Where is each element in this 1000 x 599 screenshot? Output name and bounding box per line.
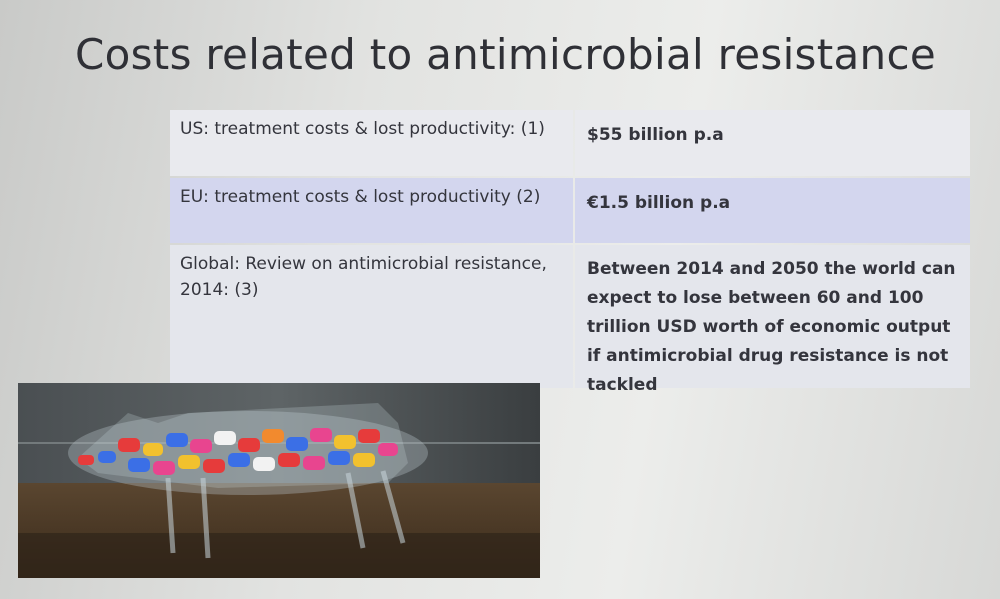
slide-title: Costs related to antimicrobial resistanc… (75, 30, 936, 79)
table-cell: $55 billion p.a (575, 110, 970, 176)
table-cell: €1.5 billion p.a (575, 178, 970, 243)
table-cell: Between 2014 and 2050 the world can expe… (575, 245, 970, 395)
pig-photo (18, 383, 540, 578)
table-cell: US: treatment costs & lost productivity:… (170, 110, 573, 176)
table-cell: Global: Review on antimicrobial resistan… (170, 245, 573, 388)
table-cell: EU: treatment costs & lost productivity … (170, 178, 573, 243)
